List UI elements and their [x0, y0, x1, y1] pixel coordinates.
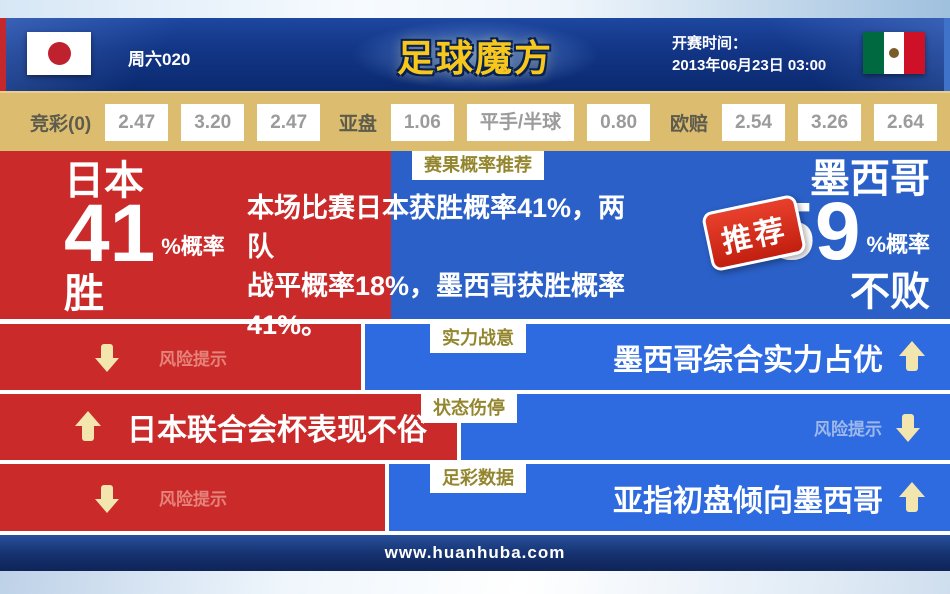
strength-right-block: 墨西哥综合实力占优: [365, 324, 950, 390]
home-probability-suffix: %概率: [161, 234, 225, 259]
away-outcome: 不败: [850, 270, 930, 314]
risk-hint-label: 风险提示: [159, 490, 227, 509]
section-label-result-probability: 赛果概率推荐: [412, 151, 544, 180]
home-team-name: 日本: [64, 159, 144, 203]
mexico-flag-icon: [863, 32, 926, 74]
jingcai-home-odds: 2.47: [105, 103, 169, 141]
prediction-summary: 本场比赛日本获胜概率41%，两队 战平概率18%，墨西哥获胜概率 41%。: [247, 189, 642, 345]
row-label-lottery-data: 足彩数据: [430, 464, 526, 493]
form-headline: 日本联合会杯表现不俗: [127, 414, 427, 447]
japan-flag-icon: [27, 32, 91, 75]
euro-draw-odds: 3.26: [798, 103, 862, 141]
asian-handicap-home-odds: 1.06: [390, 103, 454, 141]
euro-odds-label: 欧赔: [670, 113, 709, 135]
jingcai-away-odds: 2.47: [257, 103, 321, 141]
analysis-row-lottery-data: 风险提示 亚指初盘倾向墨西哥 足彩数据: [0, 464, 950, 531]
risk-hint-label: 风险提示: [814, 419, 882, 439]
down-arrow-icon: [95, 342, 119, 372]
match-header: 周六020 足球魔方 开赛时间： 2013年06月23日 03:00: [0, 18, 950, 91]
top-gradient-strip: [0, 0, 950, 18]
right-blue-edge: [944, 18, 950, 91]
summary-line: 本场比赛日本获胜概率41%，两队: [247, 193, 626, 262]
kickoff-datetime: 2013年06月23日 03:00: [672, 57, 827, 74]
jingcai-draw-odds: 3.20: [181, 103, 245, 141]
mexico-flag-white: [883, 32, 905, 74]
website-url[interactable]: www.huanhuba.com: [384, 543, 566, 562]
mexico-flag-red: [904, 32, 926, 74]
strength-headline: 墨西哥综合实力占优: [613, 344, 883, 377]
down-arrow-icon: [896, 412, 920, 442]
away-probability-suffix: %概率: [866, 232, 930, 257]
bottom-gradient-strip: [0, 571, 950, 594]
left-red-edge: [0, 18, 6, 91]
asian-handicap-line: 平手/半球: [466, 103, 575, 141]
logo-glow: [350, 20, 600, 90]
footer-bar: www.huanhuba.com: [0, 535, 950, 571]
home-probability-value: 41: [64, 188, 156, 279]
kickoff-time: 开赛时间： 2013年06月23日 03:00: [672, 33, 826, 77]
form-left-block: 日本联合会杯表现不俗: [0, 394, 457, 460]
euro-away-odds: 2.64: [874, 103, 937, 141]
lottery-headline: 亚指初盘倾向墨西哥: [613, 484, 883, 518]
analysis-row-form: 日本联合会杯表现不俗 风险提示 状态伤停: [0, 394, 950, 460]
risk-hint-label: 风险提示: [159, 349, 227, 369]
mexico-flag-green: [863, 32, 884, 74]
analysis-row-strength: 风险提示 墨西哥综合实力占优 实力战意: [0, 324, 950, 390]
away-team-name: 墨西哥: [810, 157, 930, 201]
summary-line: 41%。: [247, 310, 329, 340]
match-code: 周六020: [128, 50, 191, 69]
up-arrow-icon: [899, 341, 925, 373]
odds-bar: 竞彩(0) 2.47 3.20 2.47 亚盘 1.06 平手/半球 0.80 …: [0, 91, 950, 151]
up-arrow-icon: [75, 411, 101, 443]
euro-home-odds: 2.54: [722, 103, 786, 141]
asian-handicap-away-odds: 0.80: [587, 103, 651, 141]
form-right-block: 风险提示: [461, 394, 950, 460]
strength-left-block: 风险提示: [0, 324, 361, 390]
home-outcome: 胜: [64, 272, 104, 316]
site-logo: 足球魔方: [397, 37, 553, 79]
home-team-panel: 日本 41 %概率 胜: [0, 151, 391, 319]
japan-flag-disc: [47, 42, 71, 65]
row-label-form: 状态伤停: [421, 394, 517, 423]
asian-handicap-label: 亚盘: [338, 113, 377, 135]
row-label-strength: 实力战意: [430, 324, 526, 353]
jingcai-odds-label: 竞彩(0): [30, 113, 92, 135]
kickoff-label: 开赛时间：: [672, 35, 748, 52]
up-arrow-icon: [899, 481, 925, 514]
lottery-left-block: 风险提示: [0, 464, 385, 531]
prediction-panel: 日本 41 %概率 胜 墨西哥 59 %概率 不败 赛果概率推荐 本场比赛日本获…: [0, 151, 950, 340]
home-probability: 41 %概率: [64, 188, 391, 279]
summary-line: 战平概率18%，墨西哥获胜概率: [247, 271, 626, 301]
down-arrow-icon: [95, 483, 119, 513]
